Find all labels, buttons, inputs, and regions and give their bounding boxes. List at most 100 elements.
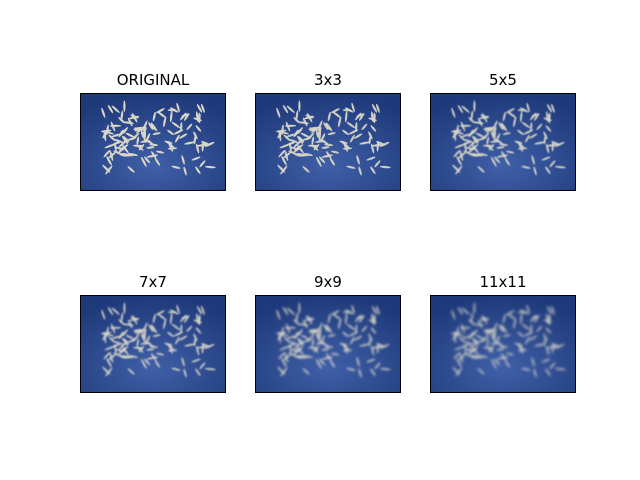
rice-grain bbox=[294, 346, 304, 353]
rice-grain bbox=[453, 332, 457, 344]
rice-grain bbox=[171, 121, 181, 129]
rice-grain bbox=[289, 142, 292, 152]
rice-grain bbox=[130, 114, 139, 119]
rice-grain bbox=[451, 309, 456, 320]
rice-grain bbox=[494, 358, 501, 366]
rice-grain bbox=[121, 354, 133, 359]
rice-grain bbox=[541, 358, 551, 363]
rice-grain bbox=[480, 316, 489, 321]
rice-grain bbox=[130, 316, 139, 321]
rice-grain bbox=[529, 133, 538, 139]
rice-grain bbox=[476, 137, 487, 141]
rice-grain bbox=[545, 327, 552, 334]
rice-grain bbox=[358, 166, 362, 176]
rice-grain bbox=[355, 122, 358, 132]
rice-grain bbox=[295, 312, 299, 323]
rice-grain bbox=[125, 132, 135, 138]
rice-grain bbox=[167, 349, 178, 352]
rice-grain bbox=[461, 335, 471, 339]
rice-grain bbox=[321, 146, 330, 149]
rice-grain bbox=[136, 136, 140, 145]
rice-grain bbox=[123, 136, 130, 143]
rice-grain bbox=[204, 141, 215, 147]
rice-grain bbox=[120, 110, 124, 121]
rice-grain bbox=[463, 352, 473, 357]
rice-grain bbox=[114, 139, 124, 143]
rice-grain bbox=[176, 102, 180, 113]
rice-grain bbox=[315, 342, 326, 345]
rice-grain bbox=[379, 165, 391, 169]
rice-grain bbox=[132, 144, 144, 147]
rice-grain bbox=[351, 102, 355, 113]
rice-grain bbox=[452, 332, 464, 337]
rice-grain bbox=[183, 315, 190, 323]
rice-grain bbox=[179, 133, 188, 139]
rice-image bbox=[430, 295, 576, 393]
rice-grain bbox=[146, 154, 159, 158]
rice-grain bbox=[531, 155, 535, 165]
rice-grain bbox=[361, 123, 368, 130]
rice-grain bbox=[546, 144, 558, 147]
rice-grain bbox=[370, 111, 374, 122]
rice-grain bbox=[145, 335, 151, 345]
rice-grain bbox=[140, 140, 151, 143]
rice-grain bbox=[492, 120, 498, 132]
rice-grain bbox=[526, 102, 530, 113]
rice-grain bbox=[107, 306, 114, 316]
rice-grain bbox=[356, 357, 360, 367]
rice-grain bbox=[376, 305, 380, 315]
rice-grain bbox=[279, 143, 291, 149]
rice-grain bbox=[183, 113, 190, 121]
rice-grain bbox=[109, 326, 122, 330]
rice-grain bbox=[461, 133, 471, 137]
rice-grain bbox=[477, 166, 485, 173]
rice-grain bbox=[277, 332, 289, 337]
rice-grain bbox=[297, 127, 303, 134]
rice-grain bbox=[204, 165, 216, 169]
rice-grain bbox=[329, 157, 336, 166]
rice-grain bbox=[484, 127, 494, 131]
rice-image bbox=[80, 93, 226, 191]
rice-image bbox=[80, 295, 226, 393]
rice-grain bbox=[543, 131, 548, 140]
rice-grain bbox=[103, 130, 107, 142]
rice-grain bbox=[453, 130, 457, 142]
rice-grain bbox=[286, 133, 296, 137]
rice-grain bbox=[108, 134, 116, 142]
rice-grain bbox=[513, 318, 517, 330]
rice-grain bbox=[317, 120, 323, 132]
rice-grain bbox=[156, 352, 165, 356]
rice-grain bbox=[471, 152, 483, 157]
rice-grain bbox=[546, 103, 553, 113]
rice-grain bbox=[298, 302, 301, 315]
rice-grain bbox=[472, 329, 478, 336]
rice-grain bbox=[531, 357, 535, 367]
rice-grain bbox=[152, 313, 156, 324]
rice-grain bbox=[118, 129, 124, 137]
rice-grain bbox=[502, 313, 506, 324]
rice-grain bbox=[495, 335, 501, 345]
rice-grain bbox=[106, 358, 112, 368]
rice-grain bbox=[171, 323, 181, 331]
rice-grain bbox=[109, 150, 114, 162]
rice-grain bbox=[321, 356, 334, 360]
rice-image-svg bbox=[431, 296, 575, 392]
rice-grain bbox=[344, 107, 354, 113]
rice-grain bbox=[169, 312, 173, 325]
rice-grain bbox=[354, 335, 363, 341]
rice-grain bbox=[321, 154, 334, 158]
rice-grain bbox=[309, 329, 319, 333]
rice-grain bbox=[126, 339, 137, 343]
rice-grain bbox=[136, 338, 140, 347]
rice-grain bbox=[459, 150, 464, 162]
rice-grain bbox=[327, 334, 336, 337]
rice-grain bbox=[452, 130, 464, 135]
rice-grain bbox=[523, 129, 534, 135]
rice-grain bbox=[323, 122, 329, 130]
rice-grain bbox=[118, 331, 124, 339]
rice-grain bbox=[167, 331, 174, 338]
rice-grain bbox=[111, 307, 120, 316]
rice-grain bbox=[127, 166, 135, 173]
rice-grain bbox=[551, 305, 555, 315]
rice-grain bbox=[140, 342, 151, 345]
